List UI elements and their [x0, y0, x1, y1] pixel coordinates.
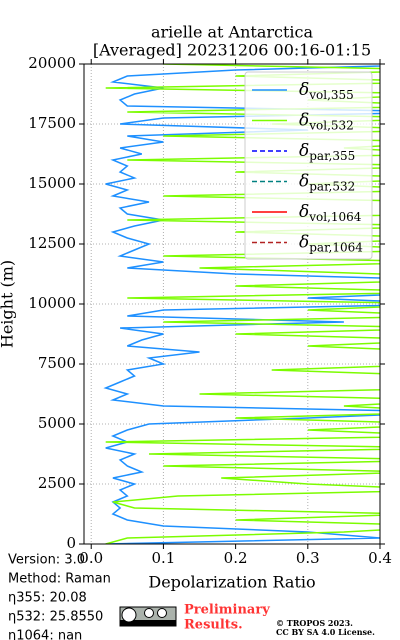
- y-tick-label: 0: [66, 534, 76, 552]
- chart-title: [Averaged] 20231206 00:16-01:15: [93, 41, 371, 60]
- preliminary-note: Preliminary: [184, 603, 270, 618]
- chart-title: arielle at Antarctica: [151, 23, 314, 42]
- profile-line: [103, 65, 380, 544]
- legend-label: δpar,1064: [299, 232, 363, 254]
- x-tick-label: 0.2: [224, 549, 248, 567]
- plot-area: [103, 64, 380, 544]
- info-text: Version: 3.0: [8, 553, 85, 568]
- x-tick-label: 0.3: [296, 549, 320, 567]
- axes-frame: [83, 63, 381, 545]
- legend-label: δvol,355: [299, 80, 354, 102]
- legend-label: δpar,355: [299, 141, 355, 163]
- cc-logo: [119, 606, 177, 627]
- x-tick-label: 0.4: [368, 549, 392, 567]
- info-text: Method: Raman: [8, 572, 111, 587]
- x-tick-label: 0.1: [151, 549, 175, 567]
- info-text: η532: 25.8550: [8, 610, 103, 625]
- y-tick-label: 17500: [28, 114, 76, 132]
- copyright: CC BY SA 4.0 License.: [276, 627, 375, 637]
- y-tick-label: 15000: [28, 174, 76, 192]
- y-tick-label: 7500: [38, 354, 76, 372]
- y-tick-label: 2500: [38, 474, 76, 492]
- y-tick-label: 12500: [28, 234, 76, 252]
- profile-line: [105, 64, 380, 544]
- y-tick-label: 10000: [28, 294, 76, 312]
- legend-label: δpar,532: [299, 171, 355, 193]
- y-axis-label: Height (m): [0, 260, 17, 348]
- copyright: © TROPOS 2023.: [276, 618, 353, 628]
- x-axis-label: Depolarization Ratio: [148, 573, 315, 592]
- legend-label: δvol,1064: [299, 202, 362, 224]
- y-tick-label: 20000: [28, 54, 76, 72]
- legend-label: δvol,532: [299, 110, 354, 132]
- info-text: η1064: nan: [8, 629, 82, 640]
- preliminary-note: Results.: [184, 618, 243, 633]
- y-tick-label: 5000: [38, 414, 76, 432]
- info-text: η355: 20.08: [8, 591, 87, 606]
- x-tick-label: 0.0: [79, 549, 103, 567]
